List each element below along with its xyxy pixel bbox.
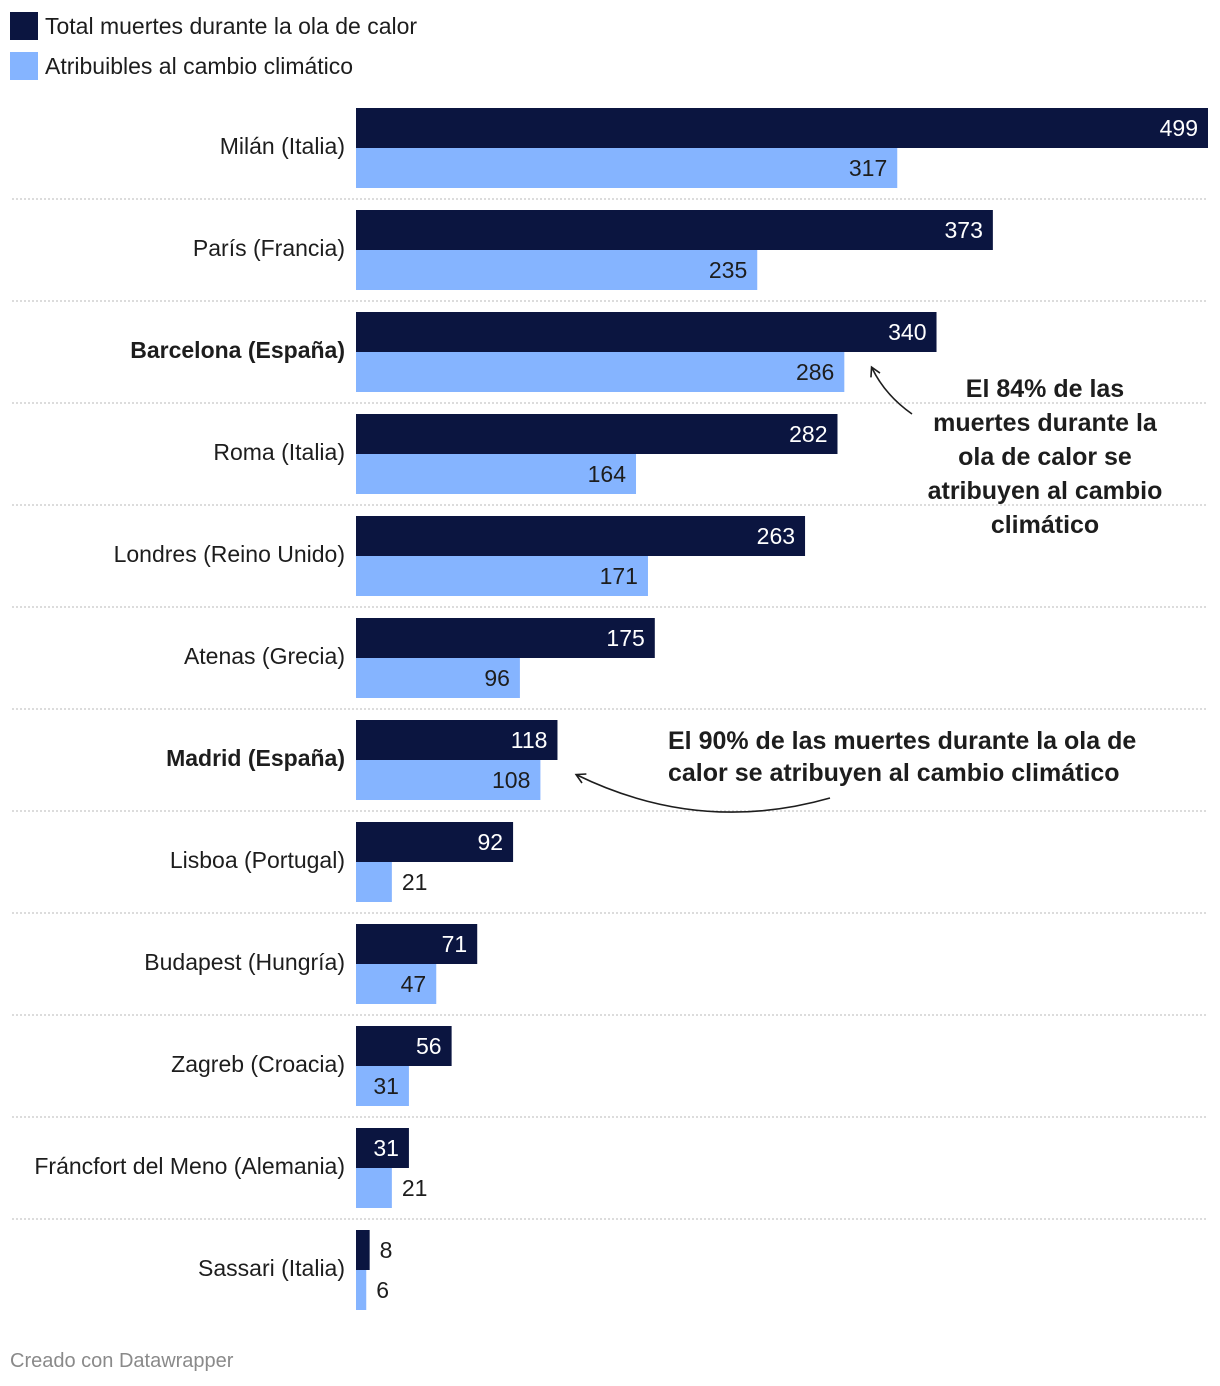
value-label-climate: 286 xyxy=(796,359,834,385)
value-label-climate: 6 xyxy=(376,1277,389,1303)
bar-climate xyxy=(356,1168,392,1208)
legend-item-climate: Atribuibles al cambio climático xyxy=(10,52,417,80)
bar-total xyxy=(356,108,1208,148)
annotation-line: atribuyen al cambio xyxy=(928,477,1163,505)
bar-total xyxy=(356,414,838,454)
value-label-total: 31 xyxy=(373,1135,399,1161)
bar-climate xyxy=(356,250,758,290)
row-lisboa-portugal: Lisboa (Portugal) 92 21 xyxy=(12,822,1208,914)
row-madrid-espana: Madrid (España) 118 108 xyxy=(12,720,1208,812)
annotation-line: calor se atribuyen al cambio climático xyxy=(668,759,1120,787)
value-label-total: 282 xyxy=(789,421,827,447)
bar-climate xyxy=(356,1066,409,1106)
annotation-arrow xyxy=(574,773,831,813)
row-zagreb-croacia: Zagreb (Croacia) 56 31 xyxy=(12,1026,1208,1118)
annotation-line: El 84% de las xyxy=(966,375,1124,403)
annotation-text: El 90% de las muertes durante la ola de c… xyxy=(668,727,1136,787)
category-label: Londres (Reino Unido) xyxy=(114,541,345,567)
bar-total xyxy=(356,720,558,760)
annotation-line: climático xyxy=(991,511,1099,539)
bar-climate xyxy=(356,1270,367,1310)
value-label-climate: 171 xyxy=(600,563,638,589)
bar-total xyxy=(356,1026,452,1066)
bar-climate xyxy=(356,760,541,800)
value-label-total: 373 xyxy=(944,217,982,243)
bar-total xyxy=(356,822,514,862)
bar-total xyxy=(356,1128,409,1168)
category-label: Roma (Italia) xyxy=(213,439,345,465)
value-label-climate: 108 xyxy=(492,767,530,793)
value-label-total: 175 xyxy=(606,625,644,651)
bar-total xyxy=(356,924,478,964)
category-label: Zagreb (Croacia) xyxy=(171,1051,345,1077)
row-sassari-italia: Sassari (Italia) 8 6 xyxy=(198,1230,392,1310)
bar-total xyxy=(356,618,655,658)
annotation-barcelona-espana: El 84% de las muertes durante la ola de ca… xyxy=(870,365,1163,539)
value-label-climate: 47 xyxy=(401,971,427,997)
value-label-total: 92 xyxy=(477,829,503,855)
value-label-total: 118 xyxy=(511,727,548,753)
value-label-climate: 235 xyxy=(709,257,747,283)
value-label-climate: 21 xyxy=(402,1175,428,1201)
row-milan-italia: Milán (Italia) 499 317 xyxy=(12,108,1208,200)
bar-climate xyxy=(356,862,392,902)
row-atenas-grecia: Atenas (Grecia) 175 96 xyxy=(12,618,1208,710)
value-label-climate: 164 xyxy=(588,461,627,487)
bar-total xyxy=(356,1230,370,1270)
row-budapest-hungria: Budapest (Hungría) 71 47 xyxy=(12,924,1208,1016)
bar-chart: Milán (Italia) 499 317 París (Francia) 373 23… xyxy=(12,108,1208,1310)
row-londres-reino-unido: Londres (Reino Unido) 263 171 xyxy=(12,516,1208,608)
value-label-climate: 96 xyxy=(484,665,510,691)
legend-swatch-climate xyxy=(10,52,38,80)
legend-item-total: Total muertes durante la ola de calor xyxy=(10,12,417,40)
legend-label-total: Total muertes durante la ola de calor xyxy=(45,12,418,39)
category-label: Fráncfort del Meno (Alemania) xyxy=(34,1153,345,1179)
bar-climate xyxy=(356,964,437,1004)
bar-climate xyxy=(356,454,637,494)
bar-climate xyxy=(356,352,845,392)
category-label: Lisboa (Portugal) xyxy=(170,847,345,873)
category-label: Milán (Italia) xyxy=(220,133,345,159)
row-paris-francia: París (Francia) 373 235 xyxy=(12,210,1208,302)
value-label-total: 263 xyxy=(757,523,795,549)
footer-credit: Creado con Datawrapper xyxy=(10,1350,234,1372)
legend-swatch-total xyxy=(10,12,38,40)
bar-climate xyxy=(356,556,648,596)
value-label-total: 8 xyxy=(380,1237,393,1263)
bar-total xyxy=(356,516,806,556)
legend-label-climate: Atribuibles al cambio climático xyxy=(45,52,354,79)
legend: Total muertes durante la ola de calor At… xyxy=(10,12,417,92)
annotation-text: El 84% de las muertes durante la ola de ca… xyxy=(928,375,1163,539)
annotation-line: ola de calor se xyxy=(958,443,1132,471)
value-label-climate: 21 xyxy=(402,869,428,895)
value-label-total: 71 xyxy=(442,931,468,957)
bar-climate xyxy=(356,148,898,188)
value-label-climate: 317 xyxy=(849,155,887,181)
annotation-madrid-espana: El 90% de las muertes durante la ola de c… xyxy=(574,727,1136,813)
value-label-total: 340 xyxy=(888,319,926,345)
category-label: París (Francia) xyxy=(193,235,345,261)
row-barcelona-espana: Barcelona (España) 340 286 xyxy=(12,312,1208,404)
category-label: Madrid (España) xyxy=(166,745,345,771)
bar-climate xyxy=(356,658,520,698)
bar-total xyxy=(356,312,937,352)
category-label: Atenas (Grecia) xyxy=(184,643,345,669)
annotation-line: El 90% de las muertes durante la ola de xyxy=(668,727,1136,755)
bar-total xyxy=(356,210,993,250)
category-label: Budapest (Hungría) xyxy=(144,949,345,975)
annotation-line: muertes durante la xyxy=(933,409,1158,437)
annotation-arrow xyxy=(870,365,913,415)
category-label: Barcelona (España) xyxy=(130,337,345,363)
category-label: Sassari (Italia) xyxy=(198,1255,345,1281)
row-roma-italia: Roma (Italia) 282 164 xyxy=(12,414,1208,506)
value-label-total: 56 xyxy=(416,1033,442,1059)
value-label-total: 499 xyxy=(1160,115,1198,141)
value-label-climate: 31 xyxy=(373,1073,399,1099)
